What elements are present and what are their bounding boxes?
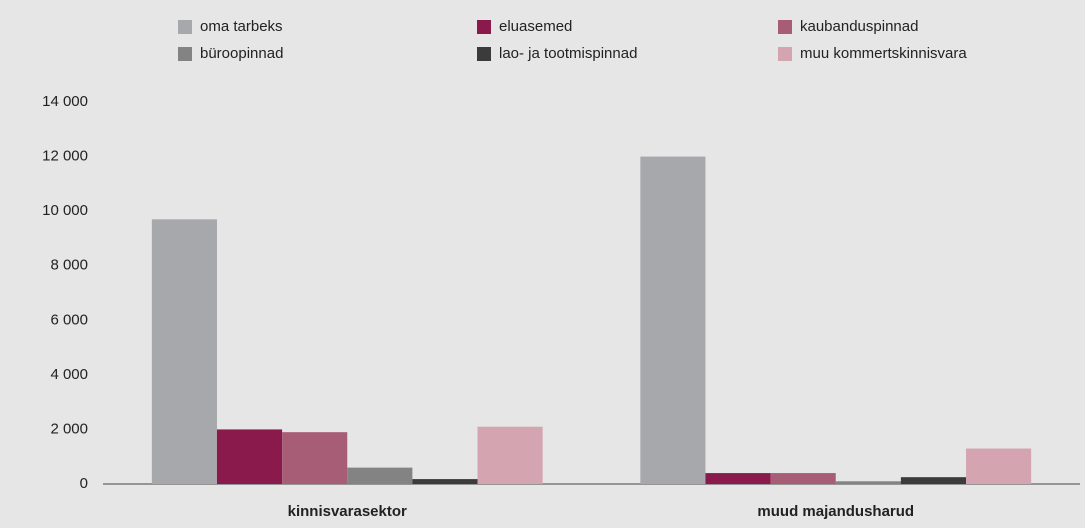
y-tick-label: 10 000 bbox=[42, 202, 88, 219]
bar bbox=[966, 448, 1032, 484]
legend-swatch bbox=[178, 47, 192, 61]
legend-swatch bbox=[778, 47, 792, 61]
legend-label: muu kommertskinnisvara bbox=[800, 45, 967, 62]
bar bbox=[770, 473, 836, 484]
y-tick-label: 2 000 bbox=[50, 420, 88, 437]
bar bbox=[151, 219, 217, 485]
x-tick-label: muud majandusharud bbox=[757, 503, 914, 520]
y-tick-label: 4 000 bbox=[50, 366, 88, 383]
legend-label: lao- ja tootmispinnad bbox=[499, 45, 637, 62]
legend-label: büroopinnad bbox=[200, 45, 283, 62]
y-tick-label: 12 000 bbox=[42, 148, 88, 165]
legend-label: eluasemed bbox=[499, 18, 572, 35]
legend-swatch bbox=[477, 20, 491, 34]
y-tick-label: 0 bbox=[80, 475, 88, 492]
bar bbox=[477, 426, 543, 484]
y-tick-label: 8 000 bbox=[50, 257, 88, 274]
y-tick-label: 6 000 bbox=[50, 311, 88, 328]
bar bbox=[347, 467, 413, 484]
bar bbox=[216, 429, 283, 484]
legend-swatch bbox=[778, 20, 792, 34]
legend-swatch bbox=[178, 20, 192, 34]
bar bbox=[282, 432, 348, 484]
x-tick-label: kinnisvarasektor bbox=[288, 503, 407, 520]
y-tick-label: 14 000 bbox=[42, 93, 88, 110]
bar bbox=[412, 479, 478, 484]
legend-label: kaubandus­pinnad bbox=[800, 18, 918, 35]
bar bbox=[835, 481, 901, 484]
legend-label: oma tarbeks bbox=[200, 18, 283, 35]
bar bbox=[900, 477, 967, 484]
legend-swatch bbox=[477, 47, 491, 61]
bar bbox=[640, 156, 706, 485]
bar bbox=[705, 473, 771, 484]
